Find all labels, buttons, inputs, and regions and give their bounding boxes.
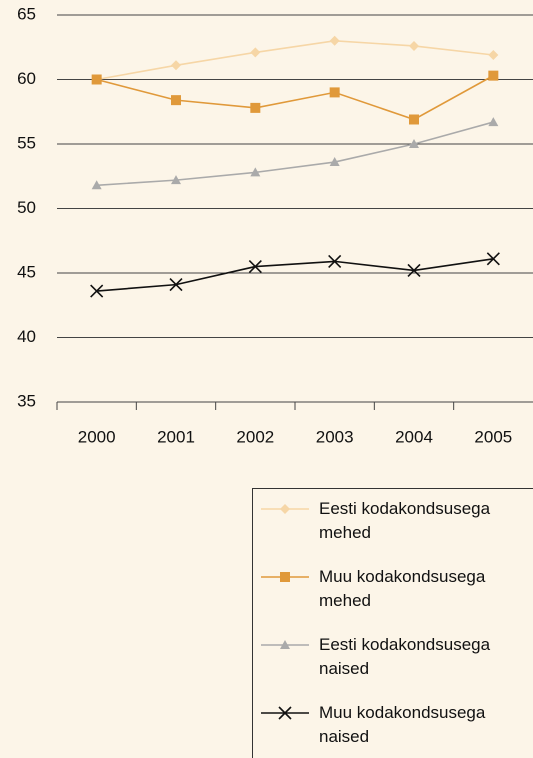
marker [90,284,104,298]
marker [250,47,261,58]
marker [280,572,290,582]
legend-label: Muu kodakondsusega naised [319,703,486,746]
marker [329,87,340,98]
legend-entry: Eesti kodakondsusega mehed [253,497,533,545]
marker [488,117,499,127]
y-tick-label: 65 [17,4,36,23]
y-tick-label: 35 [17,391,36,410]
marker [329,35,340,46]
chart: 35 40 45 50 55 60 65 2000 2001 2002 2003 2004 2005 [17,4,533,446]
y-tick-label: 40 [17,327,36,346]
marker [409,114,419,125]
x-tick-label: 2004 [395,427,433,446]
y-tick-label: 55 [17,133,36,152]
marker [328,254,342,268]
marker [488,70,499,81]
marker [250,102,261,113]
y-tick-label: 60 [17,69,36,88]
x-tick-label: 2001 [157,427,195,446]
legend-swatch [261,504,309,514]
series-line [96,74,494,121]
marker [278,706,292,720]
marker [488,49,499,60]
legend-label: Muu kodakondsusega mehed [319,567,486,610]
legend: Eesti kodakondsusega mehed Muu kodakondsu… [252,488,533,758]
legend-label: Eesti kodakondsusega naised [319,635,491,678]
marker [280,640,290,649]
marker [409,139,419,148]
marker [248,259,262,274]
legend-entry: Muu kodakondsusega naised [253,701,533,749]
marker [169,278,183,292]
marker [91,74,102,85]
marker [486,252,500,266]
legend-swatch [261,640,309,649]
legend-swatch [261,706,309,720]
x-tick-label: 2005 [474,427,512,446]
legend-label: Eesti kodakondsusega mehed [319,499,491,542]
marker [171,175,181,185]
marker [91,180,102,190]
legend-entry: Muu kodakondsusega mehed [253,565,533,613]
marker [409,40,419,51]
marker [280,504,290,514]
series-line [96,39,494,81]
marker [171,95,181,106]
marker [329,157,340,167]
marker [171,60,181,71]
legend-entry: Eesti kodakondsusega naised [253,633,533,681]
x-tick-label: 2003 [316,427,354,446]
series-line [96,258,494,292]
y-tick-label: 50 [17,198,36,217]
legend-swatch [261,572,309,582]
series-line [96,121,494,187]
x-tick-label: 2000 [78,427,116,446]
marker [250,167,261,177]
y-tick-label: 45 [17,262,36,281]
marker [407,263,421,277]
x-tick-label: 2002 [236,427,274,446]
